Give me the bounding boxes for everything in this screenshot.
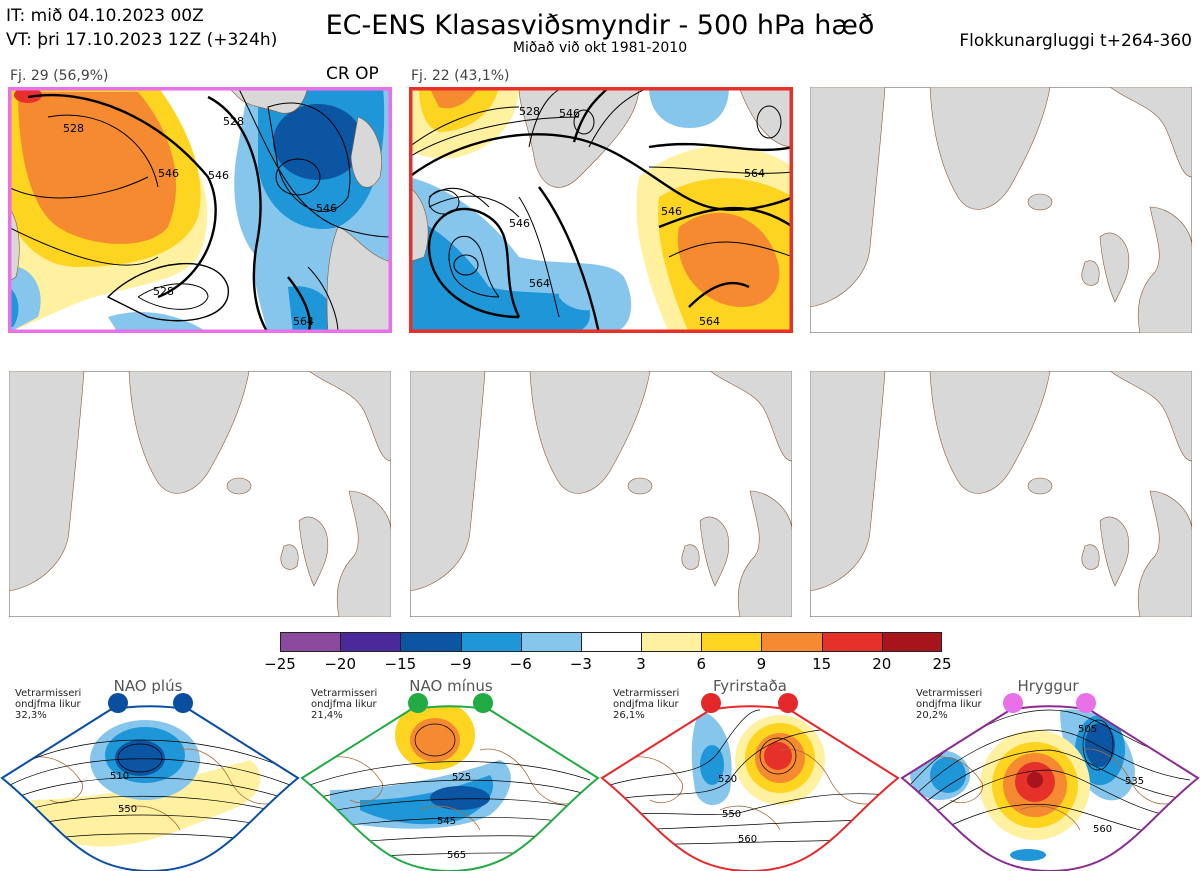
regime-map-nao-plus: 510 550 bbox=[0, 693, 300, 871]
contour-labels: 546 528 528 546 528 546 564 bbox=[63, 115, 337, 328]
colorbar-segment bbox=[520, 632, 581, 652]
colorbar-tick-label: 15 bbox=[812, 655, 832, 673]
colorbar-tick-label: 6 bbox=[696, 655, 707, 673]
regime-1-title: NAO plús bbox=[113, 677, 183, 695]
colorbar-tick-label: −15 bbox=[384, 655, 417, 673]
regime-3-note: Vetrarmisseri ondjfma likur 26,1% bbox=[613, 688, 680, 721]
empty-cluster-map-3 bbox=[810, 87, 1192, 333]
cluster-map-1: 546 528 528 546 528 546 564 bbox=[8, 87, 392, 333]
colorbar-segment bbox=[701, 632, 762, 652]
colorbar-tick-label: −6 bbox=[509, 655, 532, 673]
contour-label: 510 bbox=[110, 771, 129, 782]
contour-label: 546 bbox=[158, 167, 179, 180]
page-title: EC-ENS Klasasviðsmyndir - 500 hPa hæð bbox=[325, 10, 875, 41]
regime-map-ridge: 505 535 560 bbox=[900, 693, 1200, 871]
landmass bbox=[409, 87, 793, 263]
classification-window: Flokkunargluggi t+264-360 bbox=[959, 31, 1192, 51]
contour-label: 535 bbox=[1125, 776, 1144, 787]
colorbar-tick-label: 25 bbox=[932, 655, 952, 673]
contour-label: 546 bbox=[661, 205, 682, 218]
valid-time: VT: þri 17.10.2023 12Z (+324h) bbox=[6, 30, 278, 50]
colorbar-segment bbox=[280, 632, 341, 652]
contour-label: 528 bbox=[63, 122, 84, 135]
colorbar-segment bbox=[881, 632, 942, 652]
regime-2-title: NAO mínus bbox=[409, 677, 493, 695]
regime-4-title: Hryggur bbox=[1017, 677, 1079, 695]
panel-border bbox=[8, 87, 392, 333]
contour-label: 525 bbox=[452, 772, 471, 783]
colorbar-segment bbox=[821, 632, 882, 652]
height-contours bbox=[8, 87, 392, 333]
contour-label: 564 bbox=[699, 315, 720, 328]
contour-label: 560 bbox=[1093, 824, 1112, 835]
panel-2-label: Fj. 22 (43,1%) bbox=[411, 68, 510, 84]
panel-border bbox=[409, 87, 793, 333]
regime-3-title: Fyrirstaða bbox=[713, 677, 787, 695]
contour-label: 565 bbox=[447, 850, 466, 861]
contour-label: 550 bbox=[722, 809, 741, 820]
anomaly-colorbar bbox=[280, 632, 942, 652]
colorbar-segment bbox=[460, 632, 521, 652]
regime-marker bbox=[778, 693, 798, 713]
contour-label: 528 bbox=[223, 115, 244, 128]
colorbar-tick-label: 9 bbox=[756, 655, 767, 673]
contour-label: 546 bbox=[559, 107, 580, 120]
contour-label: 560 bbox=[738, 834, 757, 845]
contour-label: 528 bbox=[519, 105, 540, 118]
contour-label: 546 bbox=[509, 217, 530, 230]
regime-map-nao-minus: 525 545 565 bbox=[300, 693, 600, 871]
regime-marker bbox=[173, 693, 193, 713]
regime-4-note: Vetrarmisseri ondjfma likur 20,2% bbox=[916, 688, 983, 721]
contour-label: 528 bbox=[153, 285, 174, 298]
colorbar-segment bbox=[761, 632, 822, 652]
contour-labels: 546 528 546 564 546 564 564 bbox=[509, 105, 765, 328]
regime-2-note: Vetrarmisseri ondjfma likur 21,4% bbox=[311, 688, 378, 721]
colorbar-segment bbox=[340, 632, 401, 652]
colorbar-tick-label: −9 bbox=[449, 655, 472, 673]
regime-marker bbox=[408, 693, 428, 713]
contour-label: 520 bbox=[718, 774, 737, 785]
contour-label: 546 bbox=[316, 202, 337, 215]
contour-label: 505 bbox=[1078, 724, 1097, 735]
regime-marker bbox=[701, 693, 721, 713]
contour-label: 545 bbox=[437, 816, 456, 827]
colorbar-tick-label: −3 bbox=[569, 655, 592, 673]
panel-1-tag: CR OP bbox=[326, 64, 379, 84]
regime-marker bbox=[1076, 693, 1096, 713]
contour-label: 550 bbox=[118, 804, 137, 815]
colorbar-segment bbox=[580, 632, 642, 652]
init-time: IT: mið 04.10.2023 00Z bbox=[6, 6, 204, 26]
regime-1-note: Vetrarmisseri ondjfma likur 32,3% bbox=[15, 688, 82, 721]
regime-marker bbox=[108, 693, 128, 713]
regime-marker bbox=[473, 693, 493, 713]
contour-label: 564 bbox=[529, 277, 550, 290]
colorbar-labels: −25 −20 −15 −9 −6 −3 3 6 9 15 20 25 bbox=[260, 655, 962, 677]
panel-1-label: Fj. 29 (56,9%) bbox=[10, 68, 109, 84]
colorbar-tick-label: 3 bbox=[636, 655, 646, 673]
regime-map-blocking: 520 550 560 bbox=[600, 693, 900, 871]
empty-cluster-map-6 bbox=[810, 371, 1192, 617]
contour-label: 564 bbox=[744, 167, 765, 180]
colorbar-tick-label: −25 bbox=[264, 655, 296, 673]
regime-marker bbox=[1003, 693, 1023, 713]
contour-label: 546 bbox=[208, 169, 229, 182]
contour-label: 564 bbox=[293, 315, 314, 328]
cluster-map-2: 546 528 546 564 546 564 564 bbox=[409, 87, 793, 333]
colorbar-segment bbox=[641, 632, 702, 652]
empty-cluster-map-4 bbox=[9, 371, 391, 617]
colorbar-segment bbox=[400, 632, 461, 652]
colorbar-tick-label: −20 bbox=[324, 655, 356, 673]
colorbar-tick-label: 20 bbox=[872, 655, 892, 673]
empty-cluster-map-5 bbox=[410, 371, 792, 617]
page-subtitle: Miðað við okt 1981-2010 bbox=[512, 40, 688, 56]
